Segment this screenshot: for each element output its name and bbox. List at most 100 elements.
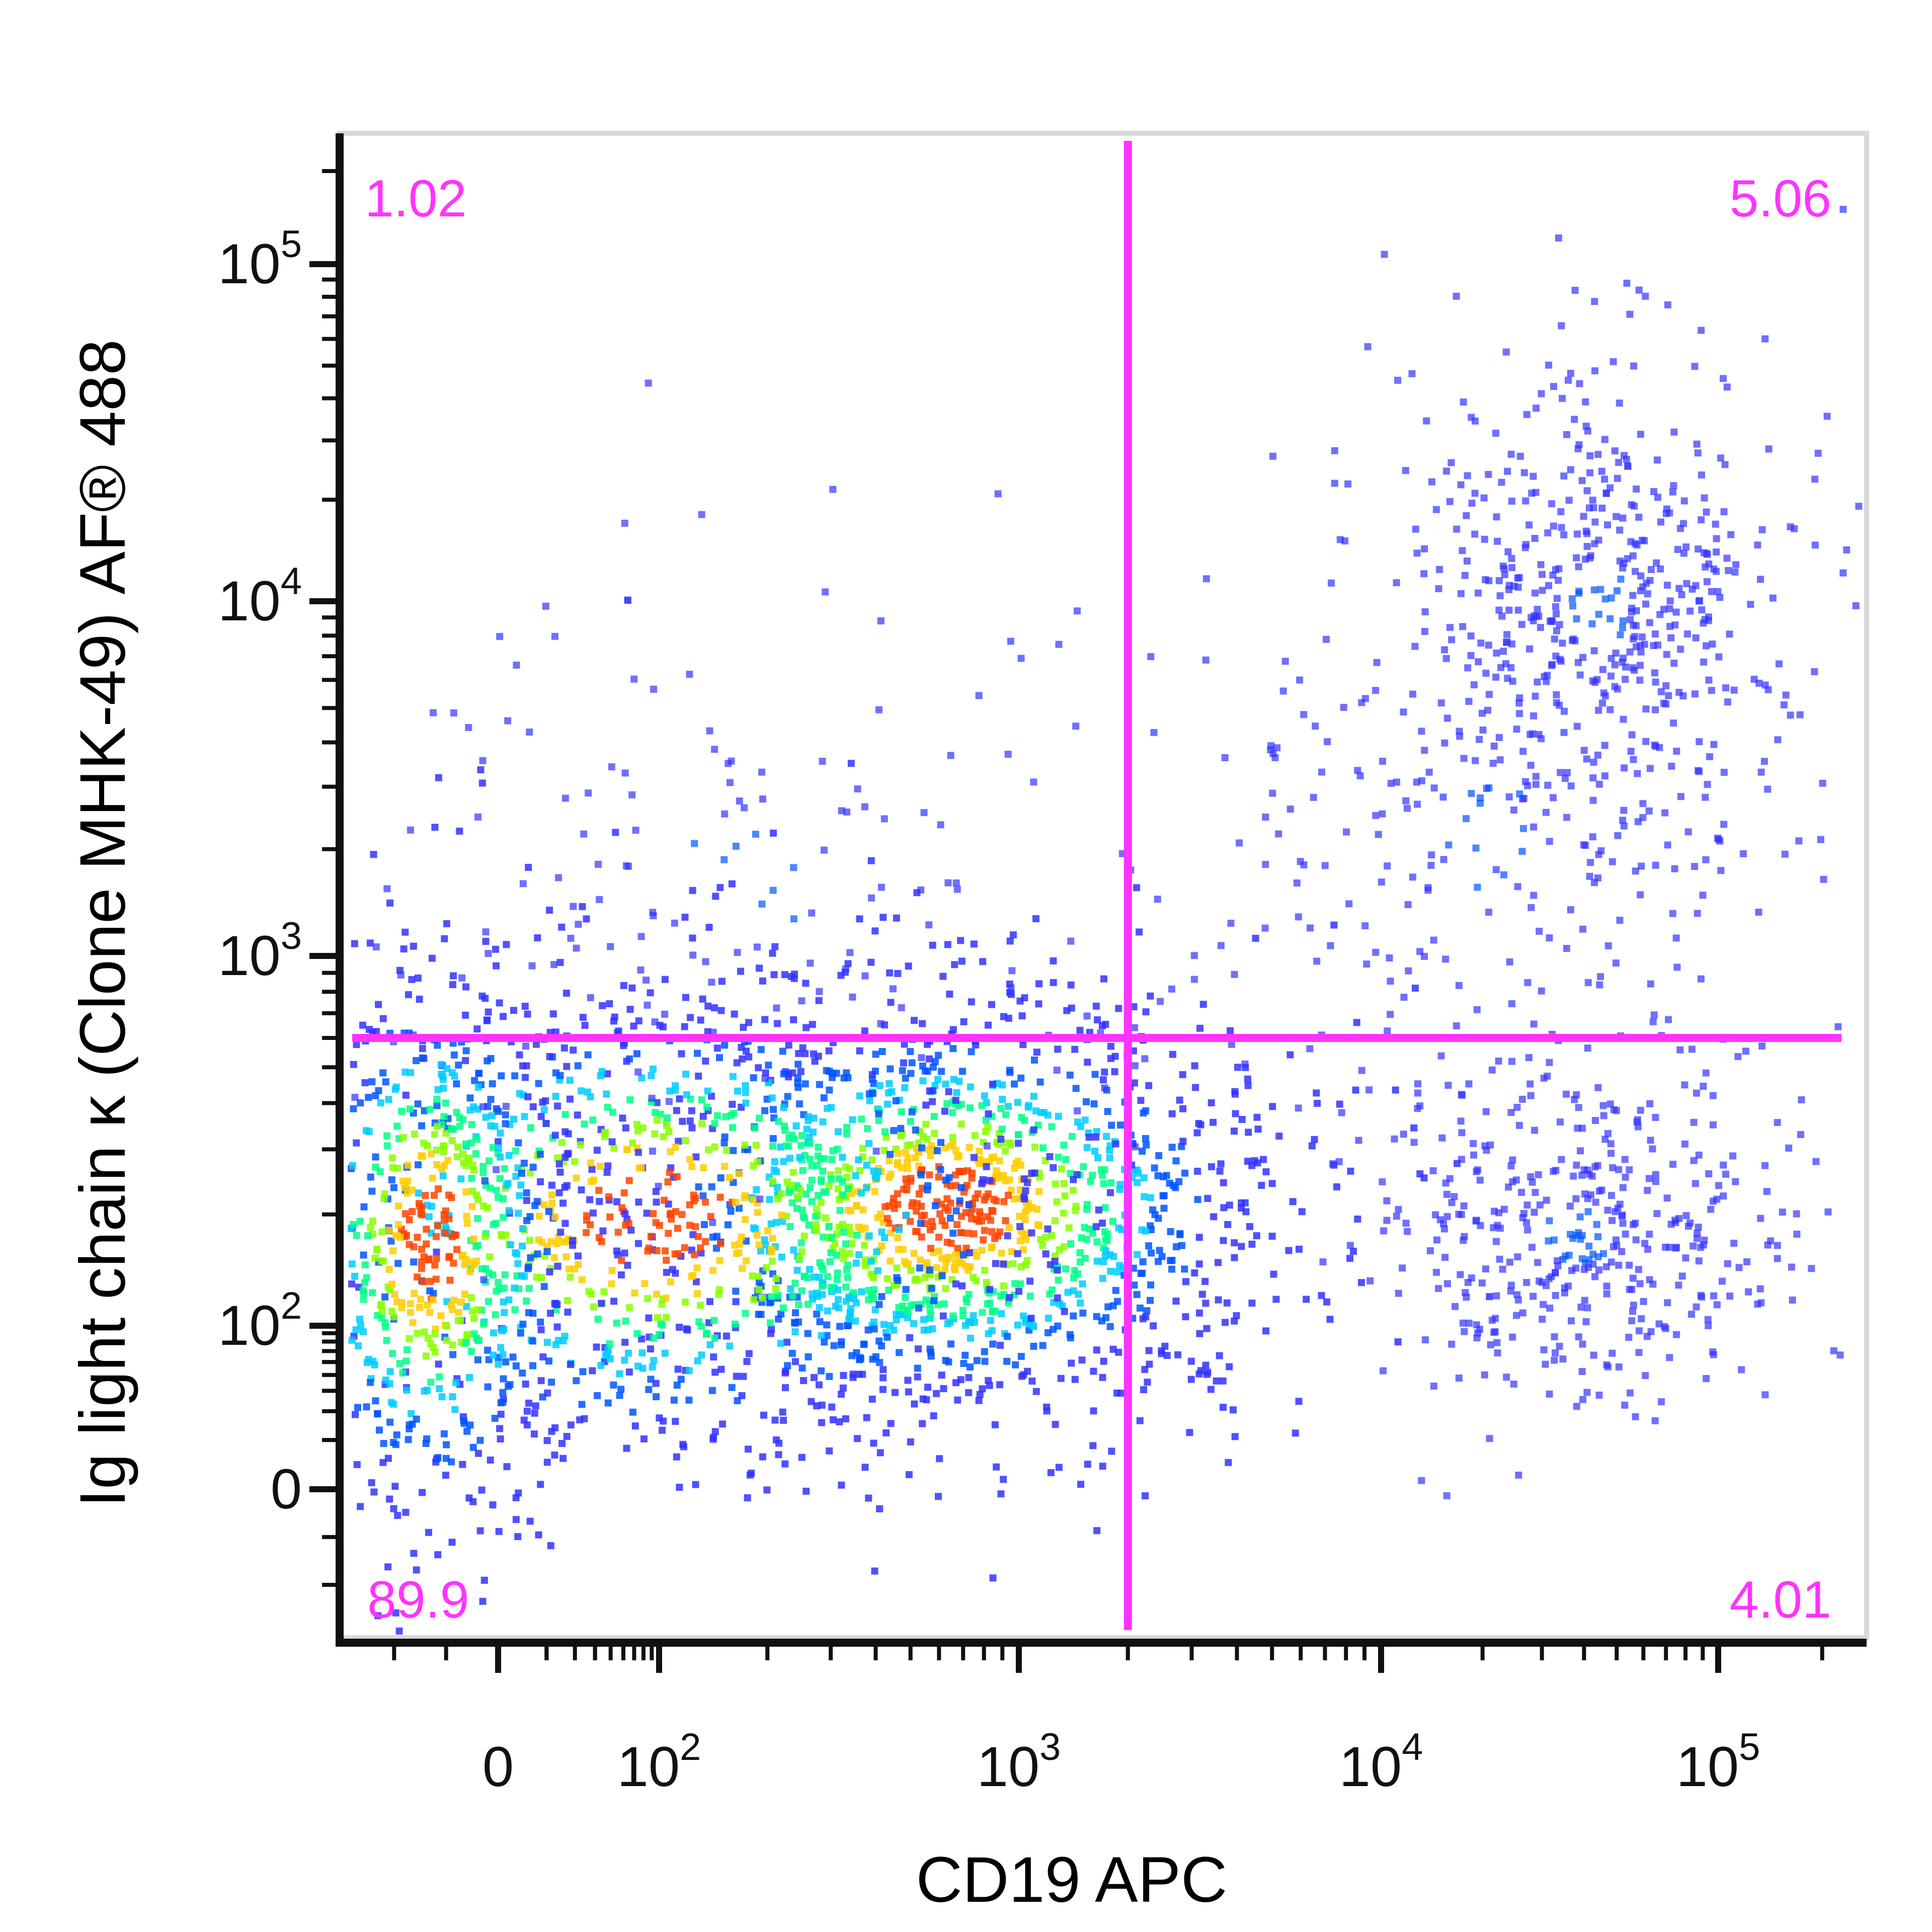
event-dot (402, 1210, 409, 1218)
event-dot (810, 1129, 817, 1136)
event-dot (742, 1310, 749, 1317)
event-dot (1313, 957, 1321, 965)
event-dot (1551, 1356, 1558, 1364)
event-dot (375, 1087, 382, 1094)
event-dot (351, 940, 358, 947)
event-dot (393, 1431, 400, 1438)
event-dot (989, 1574, 997, 1582)
event-dot (1710, 1121, 1717, 1129)
event-dot (1590, 504, 1597, 511)
event-dot (1670, 428, 1678, 436)
event-dot (587, 994, 594, 1001)
event-dot (933, 1390, 940, 1397)
event-dot (1650, 488, 1658, 495)
event-dot (769, 1143, 776, 1150)
event-dot (640, 1435, 648, 1442)
event-dot (589, 1116, 597, 1124)
event-dot (1514, 1253, 1521, 1261)
event-dot (633, 1330, 641, 1337)
event-dot (1197, 1121, 1204, 1129)
event-dot (1523, 1219, 1530, 1227)
event-dot (467, 1139, 475, 1147)
event-dot (816, 988, 823, 995)
event-dot (579, 1368, 587, 1376)
event-dot (954, 1245, 961, 1252)
event-dot (573, 1174, 580, 1182)
event-dot (819, 1167, 827, 1175)
event-dot (838, 1338, 845, 1345)
event-dot (502, 1358, 510, 1365)
event-dot (453, 1108, 460, 1116)
event-dot (479, 1169, 487, 1176)
event-dot (819, 1118, 827, 1125)
event-dot (1584, 1044, 1591, 1052)
event-dot (1102, 1247, 1109, 1254)
event-dot (423, 1352, 430, 1360)
event-dot (1436, 566, 1443, 573)
event-dot (1652, 861, 1659, 869)
event-dot (877, 1020, 884, 1027)
event-dot (1576, 1213, 1584, 1221)
event-dot (1649, 1280, 1657, 1288)
event-dot (745, 1350, 753, 1357)
event-dot (1629, 552, 1637, 559)
event-dot (1505, 793, 1513, 800)
event-dot (372, 1153, 379, 1161)
event-dot (792, 1309, 799, 1317)
event-dot (981, 1357, 989, 1365)
event-dot (1446, 624, 1454, 631)
event-dot (1147, 992, 1154, 1000)
event-dot (428, 954, 436, 962)
event-dot (710, 1434, 717, 1441)
event-dot (984, 1213, 991, 1221)
event-dot (1573, 722, 1581, 730)
event-dot (1700, 619, 1707, 627)
event-dot (570, 903, 577, 910)
event-dot (630, 1022, 637, 1030)
event-dot (596, 896, 603, 903)
event-dot (956, 1197, 963, 1204)
event-dot (1474, 883, 1481, 891)
event-dot (792, 1122, 800, 1130)
event-dot (1181, 1265, 1188, 1273)
event-dot (823, 1332, 831, 1339)
event-dot (982, 1116, 990, 1124)
event-dot (1522, 497, 1530, 505)
event-dot (685, 1396, 693, 1404)
event-dot (1600, 1250, 1607, 1257)
event-dot (1117, 1390, 1124, 1397)
event-dot (968, 998, 975, 1006)
event-dot (875, 706, 882, 713)
event-dot (584, 1088, 591, 1096)
event-dot (1614, 474, 1621, 482)
event-dot (968, 1174, 976, 1182)
event-dot (450, 1051, 458, 1059)
event-dot (870, 1325, 878, 1333)
event-dot (1147, 1281, 1155, 1289)
event-dot (1253, 1113, 1261, 1121)
event-dot (818, 1199, 825, 1206)
event-dot (1614, 685, 1621, 693)
event-dot (930, 1113, 938, 1120)
event-dot (1558, 1156, 1565, 1163)
event-dot (664, 1114, 671, 1121)
event-dot (1099, 1220, 1106, 1227)
event-dot (951, 961, 958, 969)
event-dot (1652, 678, 1659, 686)
event-dot (1630, 756, 1637, 763)
event-dot (589, 1367, 596, 1375)
event-dot (779, 1048, 786, 1055)
event-dot (890, 1326, 898, 1334)
event-dot (1680, 520, 1687, 527)
event-dot (650, 1210, 657, 1218)
event-dot (1033, 1049, 1040, 1056)
event-dot (692, 1481, 699, 1488)
event-dot (1689, 1242, 1697, 1250)
event-dot (1421, 747, 1428, 754)
event-dot (519, 1225, 526, 1232)
event-dot (786, 1223, 794, 1230)
event-dot (1546, 934, 1553, 942)
event-dot (1050, 957, 1057, 964)
event-dot (1553, 627, 1560, 634)
